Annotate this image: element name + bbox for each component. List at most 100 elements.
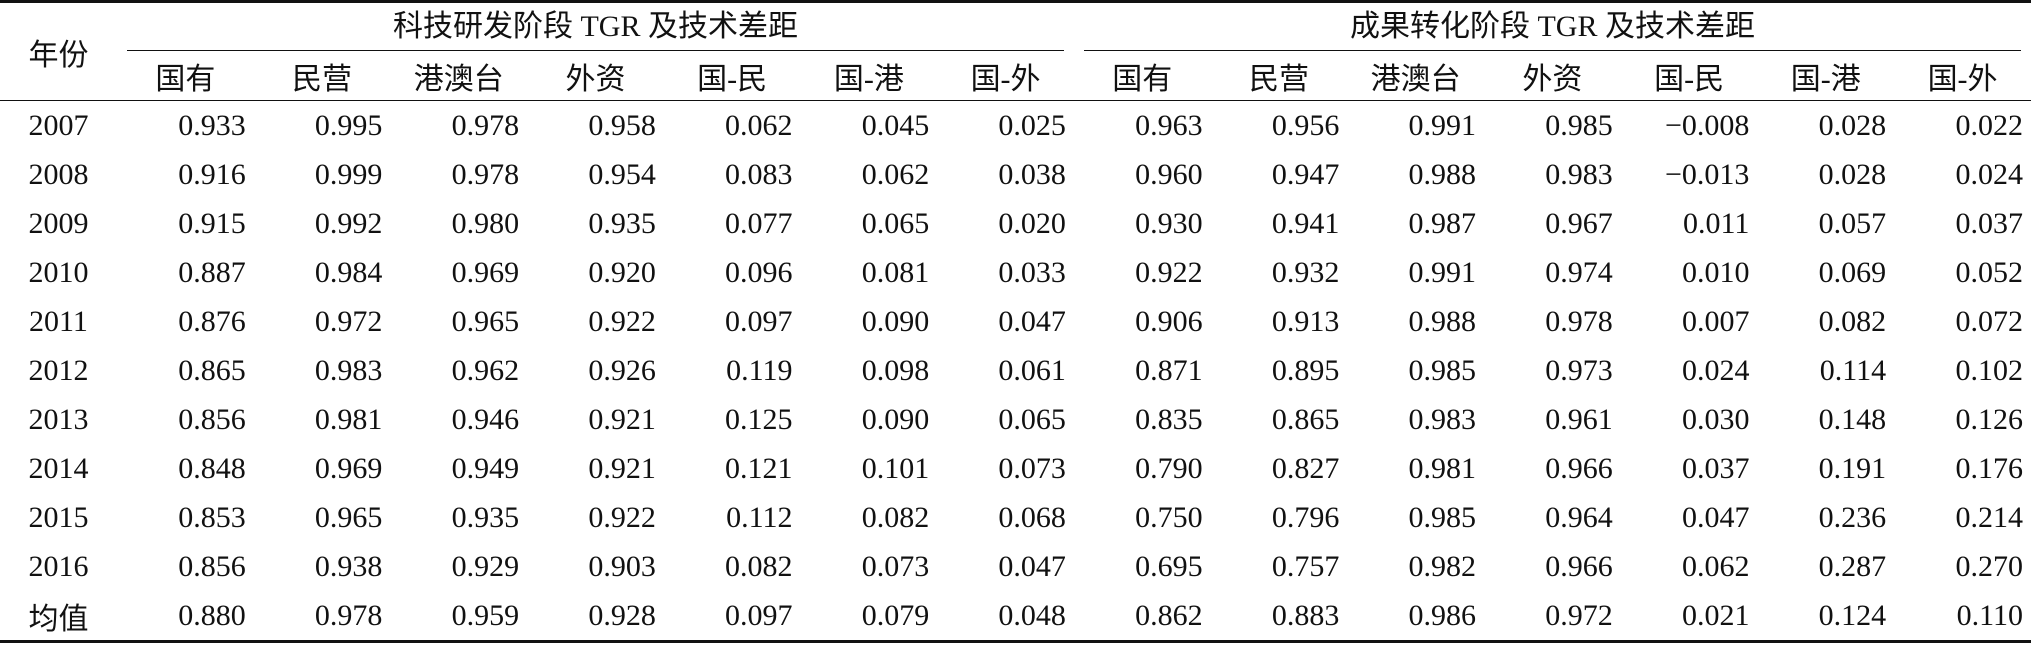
- cell: 0.047: [998, 304, 1066, 338]
- cell: 0.969: [451, 255, 520, 289]
- cell: 0.978: [314, 598, 383, 632]
- cell: 0.981: [1408, 451, 1477, 485]
- cell: 0.883: [1271, 598, 1340, 632]
- column-header: 国-外: [937, 51, 1074, 101]
- cell: 0.983: [1408, 402, 1477, 436]
- row-label: 2015: [28, 500, 89, 534]
- cell: 0.992: [314, 206, 383, 240]
- cell: 0.967: [1545, 206, 1613, 240]
- cell: 0.964: [1545, 500, 1613, 534]
- column-header: 港澳台: [390, 51, 528, 101]
- cell: 0.985: [1408, 353, 1477, 387]
- cell: 0.790: [1135, 451, 1203, 485]
- cell: 0.887: [178, 255, 246, 289]
- cell: 0.987: [1408, 206, 1477, 240]
- cell: 0.991: [1408, 108, 1477, 142]
- column-header: 国-港: [1757, 51, 1895, 101]
- column-header: 国有: [117, 51, 254, 101]
- cell: 0.966: [1545, 549, 1613, 583]
- cell: −0.013: [1665, 157, 1750, 191]
- cell: 0.835: [1135, 402, 1203, 436]
- cell: 0.991: [1408, 255, 1477, 289]
- cell: 0.922: [588, 304, 656, 338]
- cell: 0.047: [1681, 500, 1750, 534]
- data-row: 2011 0.876 0.972 0.965 0.922 0.097 0.090 0.047 0…: [0, 297, 2031, 346]
- cell: 0.022: [1955, 108, 2024, 142]
- row-label: 2009: [28, 206, 89, 240]
- cell: 0.916: [178, 157, 246, 191]
- cell: 0.966: [1545, 451, 1613, 485]
- cell: 0.880: [178, 598, 246, 632]
- data-row: 2010 0.887 0.984 0.969 0.920 0.096 0.081 0.033 0…: [0, 248, 2031, 297]
- cell: 0.062: [725, 108, 793, 142]
- row-label: 2012: [28, 353, 89, 387]
- cell: 0.011: [1683, 206, 1750, 240]
- cell: 0.236: [1818, 500, 1887, 534]
- cell: 0.862: [1135, 598, 1203, 632]
- cell: 0.999: [314, 157, 383, 191]
- cell: 0.895: [1271, 353, 1340, 387]
- row-label: 2008: [28, 157, 89, 191]
- cell: 0.963: [1135, 108, 1203, 142]
- row-label: 2014: [28, 451, 89, 485]
- group-header: 科技研发阶段 TGR 及技术差距: [117, 2, 1074, 52]
- cell: 0.097: [725, 598, 793, 632]
- cell: 0.119: [726, 353, 793, 387]
- cell: 0.068: [998, 500, 1066, 534]
- cell: 0.033: [998, 255, 1066, 289]
- group-header: 成果转化阶段 TGR 及技术差距: [1074, 2, 2031, 52]
- cell: 0.098: [861, 353, 930, 387]
- cell: 0.270: [1955, 549, 2024, 583]
- cell: 0.935: [588, 206, 656, 240]
- cell: 0.126: [1955, 402, 2024, 436]
- cell: 0.972: [314, 304, 383, 338]
- data-row: 均值 0.880 0.978 0.959 0.928 0.097 0.079 0.048 0.8…: [0, 591, 2031, 642]
- cell: 0.796: [1271, 500, 1340, 534]
- cell: 0.214: [1955, 500, 2024, 534]
- cell: 0.986: [1408, 598, 1477, 632]
- cell: 0.856: [178, 549, 246, 583]
- column-header: 国-民: [663, 51, 801, 101]
- cell: 0.871: [1135, 353, 1203, 387]
- cell: 0.082: [861, 500, 930, 534]
- cell: 0.915: [178, 206, 246, 240]
- cell: 0.984: [314, 255, 383, 289]
- cell: 0.973: [1545, 353, 1613, 387]
- cell: 0.856: [178, 402, 246, 436]
- cell: 0.920: [588, 255, 656, 289]
- cell: 0.024: [1681, 353, 1750, 387]
- cell: 0.062: [1681, 549, 1750, 583]
- cell: 0.081: [861, 255, 930, 289]
- cell: 0.876: [178, 304, 246, 338]
- cell: 0.020: [998, 206, 1066, 240]
- cell: 0.028: [1818, 108, 1887, 142]
- cell: 0.069: [1818, 255, 1887, 289]
- cell: 0.972: [1545, 598, 1613, 632]
- cell: 0.961: [1545, 402, 1613, 436]
- cell: 0.938: [314, 549, 383, 583]
- cell: 0.921: [588, 402, 656, 436]
- cell: 0.988: [1408, 304, 1477, 338]
- cell: 0.191: [1818, 451, 1887, 485]
- row-label: 2013: [28, 402, 89, 436]
- cell: 0.982: [1408, 549, 1477, 583]
- cell: 0.073: [861, 549, 930, 583]
- cell: 0.978: [451, 157, 520, 191]
- column-header: 国有: [1073, 51, 1211, 101]
- cell: 0.148: [1818, 402, 1887, 436]
- cell: 0.906: [1135, 304, 1203, 338]
- cell: 0.988: [1408, 157, 1477, 191]
- row-label: 2010: [28, 255, 89, 289]
- cell: 0.061: [998, 353, 1066, 387]
- cell: 0.913: [1271, 304, 1340, 338]
- cell: 0.096: [725, 255, 793, 289]
- cell: 0.083: [725, 157, 793, 191]
- cell: 0.974: [1545, 255, 1613, 289]
- cell: 0.929: [451, 549, 520, 583]
- cell: 0.956: [1271, 108, 1340, 142]
- column-header: 外资: [527, 51, 664, 101]
- cell: 0.969: [314, 451, 383, 485]
- cell: 0.983: [1545, 157, 1613, 191]
- data-row: 2013 0.856 0.981 0.946 0.921 0.125 0.090 0.065 0…: [0, 395, 2031, 444]
